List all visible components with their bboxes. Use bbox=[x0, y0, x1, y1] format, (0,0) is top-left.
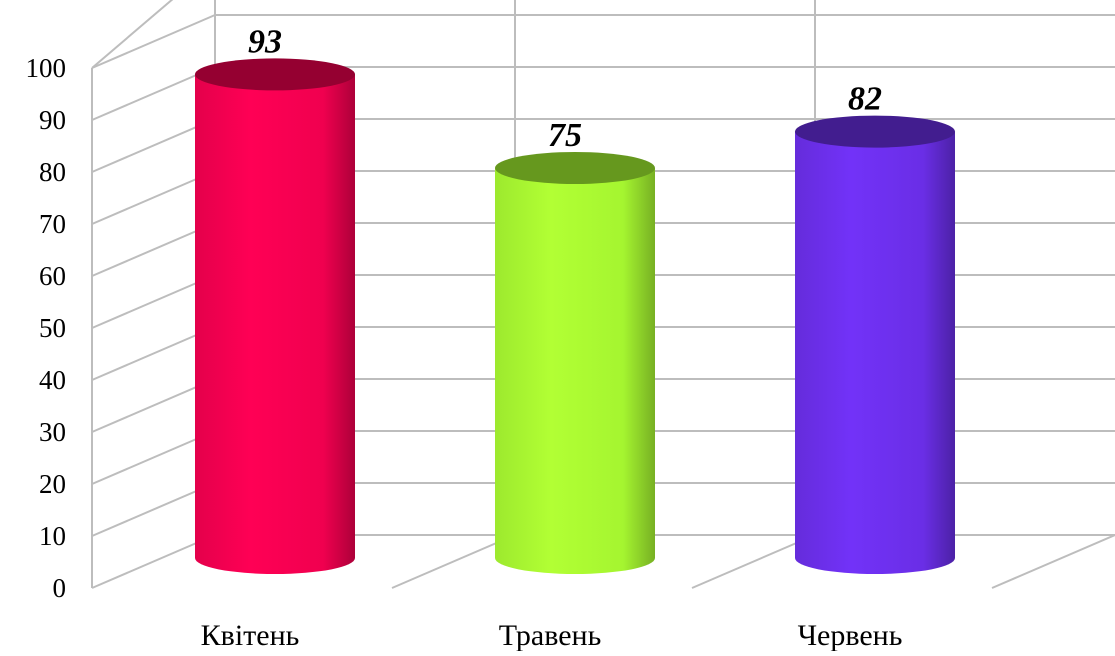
data-label: 93 bbox=[248, 23, 282, 60]
bar-body bbox=[195, 74, 355, 574]
side-gridline bbox=[92, 15, 215, 68]
y-tick-label: 20 bbox=[39, 469, 66, 499]
y-tick-label: 100 bbox=[26, 53, 67, 83]
x-category-label: Червень bbox=[798, 619, 903, 651]
x-category-label: Квітень bbox=[201, 619, 300, 651]
data-label: 75 bbox=[548, 117, 582, 154]
data-label: 82 bbox=[848, 81, 882, 118]
y-tick-label: 50 bbox=[39, 313, 66, 343]
y-tick-label: 90 bbox=[39, 105, 66, 135]
y-tick-label: 0 bbox=[53, 573, 67, 603]
bar-Травень bbox=[495, 152, 655, 574]
bar-Червень bbox=[795, 116, 955, 574]
bar-body bbox=[495, 168, 655, 574]
bar-Квітень bbox=[195, 58, 355, 574]
y-tick-label: 10 bbox=[39, 521, 66, 551]
floor-divider bbox=[992, 535, 1115, 588]
y-tick-label: 30 bbox=[39, 417, 66, 447]
y-axis-ticks: 0 10 20 30 40 50 60 70 80 90 100 bbox=[26, 53, 67, 603]
y-tick-label: 40 bbox=[39, 365, 66, 395]
x-axis-labels: Квітень Травень Червень bbox=[201, 619, 903, 651]
bar-body bbox=[795, 132, 955, 574]
y-tick-label: 80 bbox=[39, 157, 66, 187]
x-category-label: Травень bbox=[499, 619, 602, 651]
bar-top bbox=[195, 58, 355, 90]
bar-top bbox=[795, 116, 955, 148]
side-wall-top-edge bbox=[92, 0, 215, 68]
y-tick-label: 60 bbox=[39, 261, 66, 291]
bar-top bbox=[495, 152, 655, 184]
y-tick-label: 70 bbox=[39, 209, 66, 239]
